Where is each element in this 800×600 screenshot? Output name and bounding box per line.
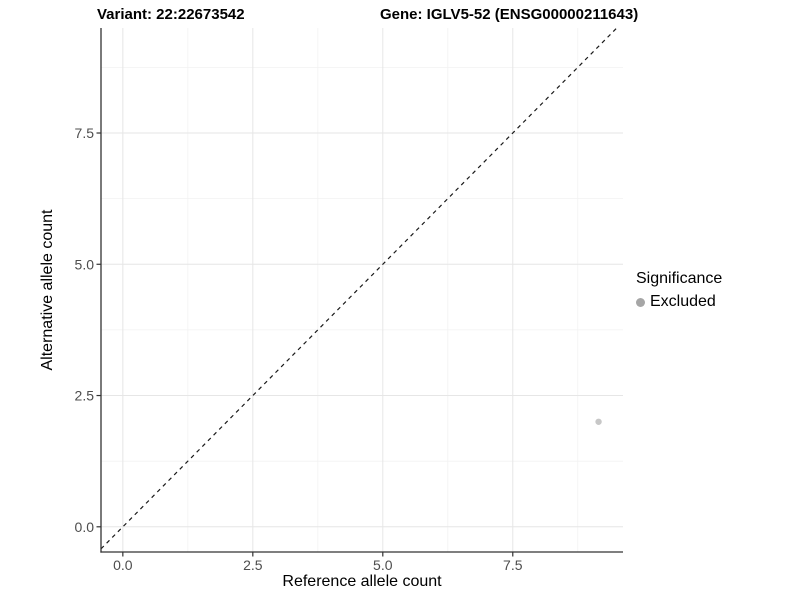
x-axis-title: Reference allele count (282, 573, 442, 590)
y-tick-label: 2.5 (75, 388, 95, 404)
legend-point-swatch-icon (636, 297, 645, 307)
data-point (595, 418, 602, 425)
y-tick-label: 7.5 (75, 125, 95, 141)
x-tick-label: 7.5 (503, 557, 523, 573)
x-tick-label: 5.0 (373, 557, 393, 573)
legend: Significance Excluded (636, 270, 722, 311)
legend-item-excluded: Excluded (636, 293, 722, 311)
y-axis-title: Alternative allele count (39, 209, 56, 371)
y-tick-label: 5.0 (75, 256, 95, 272)
x-tick-label: 2.5 (243, 557, 263, 573)
plot-title-gene: Gene: IGLV5-52 (ENSG00000211643) (380, 6, 639, 23)
legend-item-label: Excluded (650, 293, 716, 310)
identity-line (100, 27, 618, 550)
x-tick-label: 0.0 (113, 557, 133, 573)
y-tick-label: 0.0 (75, 519, 95, 535)
plot-title-variant: Variant: 22:22673542 (97, 6, 245, 23)
legend-title: Significance (636, 270, 723, 287)
